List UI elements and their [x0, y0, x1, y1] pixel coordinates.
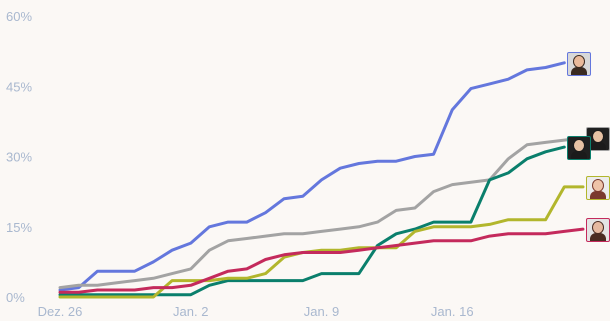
avatar-shoulders: [590, 190, 606, 199]
x-tick-label: Dez. 26: [38, 304, 83, 319]
avatar-shoulders: [590, 141, 606, 150]
y-tick-label: 15%: [6, 220, 32, 235]
y-tick-label: 0%: [6, 290, 25, 305]
series-lines: [58, 61, 585, 299]
y-tick-label: 45%: [6, 79, 32, 94]
series-line: [58, 61, 566, 292]
y-tick-label: 60%: [6, 9, 32, 24]
person-avatar-1: [567, 51, 592, 76]
y-tick-label: 30%: [6, 150, 32, 165]
avatar-face: [593, 130, 603, 142]
x-tick-label: Jan. 9: [304, 304, 339, 319]
person-avatar-4: [586, 218, 610, 243]
avatar-face: [593, 179, 603, 191]
avatar-face: [574, 140, 585, 152]
avatar-face: [593, 222, 603, 234]
series-line: [58, 227, 585, 294]
avatar-shoulders: [590, 233, 606, 242]
x-tick-label: Jan. 2: [173, 304, 208, 319]
person-avatar-2: [567, 136, 592, 161]
x-tick-label: Jan. 16: [431, 304, 474, 319]
avatar-shoulders: [571, 66, 588, 75]
series-line: [58, 185, 585, 299]
series-line: [58, 145, 566, 297]
avatar-shoulders: [571, 151, 588, 160]
y-axis: 0% 15% 30% 45% 60%: [6, 9, 32, 305]
x-axis: Dez. 26 Jan. 2 Jan. 9 Jan. 16: [38, 304, 474, 319]
series-line: [58, 136, 585, 290]
person-avatar-3: [586, 175, 610, 200]
avatar-face: [574, 55, 585, 67]
